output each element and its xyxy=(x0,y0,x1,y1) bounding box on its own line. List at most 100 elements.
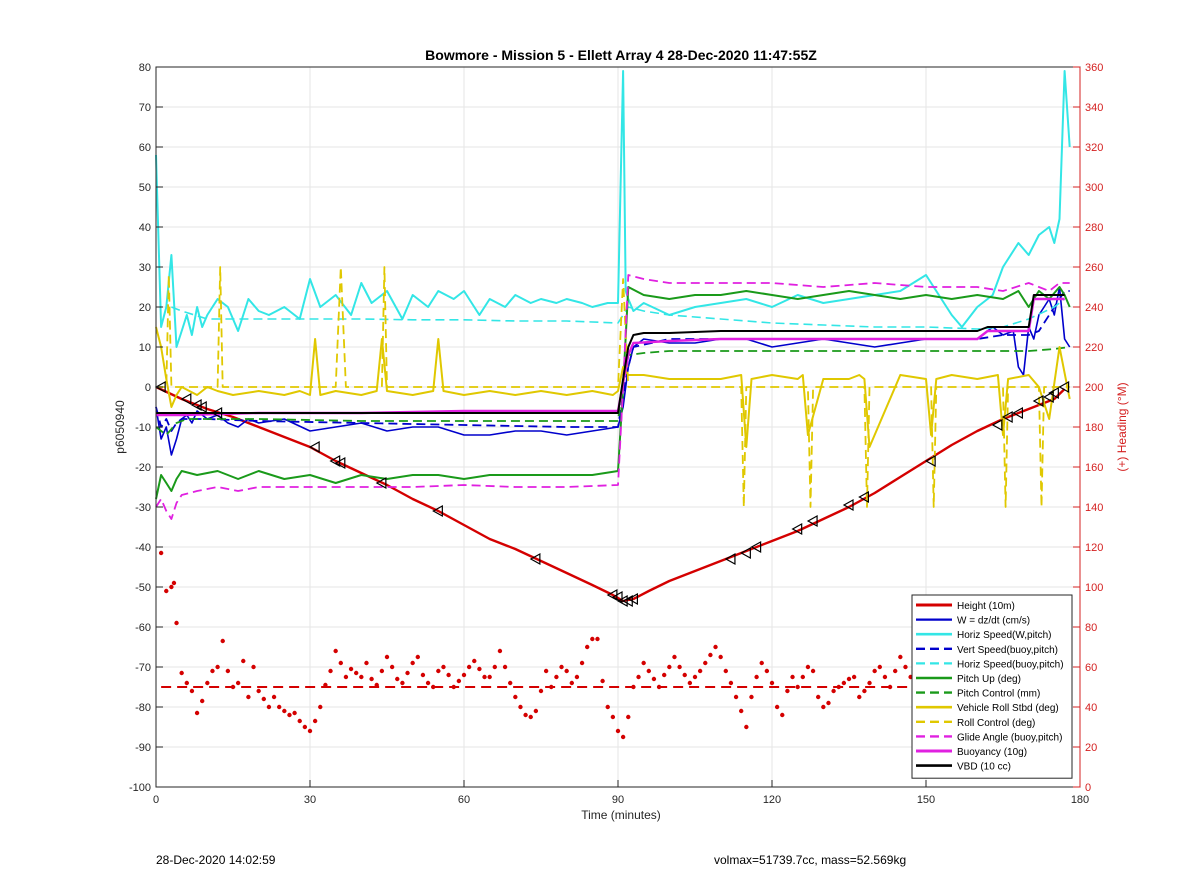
y2-axis-label: (+) Heading (°M) xyxy=(1115,382,1129,471)
heading-point xyxy=(626,714,631,720)
y-tick-label: -80 xyxy=(135,702,151,714)
heading-point xyxy=(389,664,395,670)
heading-point xyxy=(867,680,872,686)
waypoint-marker xyxy=(724,552,736,566)
legend-label-4: Horiz Speed(buoy,pitch) xyxy=(957,659,1064,670)
waypoint-marker xyxy=(308,440,320,454)
heading-point xyxy=(749,694,754,700)
waypoint-markers xyxy=(154,380,1070,608)
heading-point xyxy=(497,648,503,654)
waypoint-marker xyxy=(611,590,623,604)
heading-point xyxy=(466,664,472,670)
heading-point xyxy=(446,672,451,678)
heading-point xyxy=(585,644,590,650)
series-line-1 xyxy=(155,286,1071,456)
heading-point xyxy=(312,718,318,724)
heading-point xyxy=(323,682,328,688)
y2-tick-label: 260 xyxy=(1085,262,1103,274)
heading-point xyxy=(682,672,687,678)
heading-point xyxy=(333,648,338,654)
series-line-6 xyxy=(155,346,1070,436)
waypoint-marker xyxy=(750,540,762,554)
heading-point xyxy=(718,654,723,660)
heading-point xyxy=(677,664,682,670)
heading-point xyxy=(415,654,420,660)
heading-point xyxy=(754,674,759,680)
heading-point xyxy=(369,676,374,682)
heading-point xyxy=(461,672,467,678)
y-tick-label: 0 xyxy=(145,382,151,394)
heading-point xyxy=(641,660,646,666)
heading-point xyxy=(158,550,164,556)
heading-point xyxy=(508,680,513,686)
waypoint-marker xyxy=(1048,386,1059,400)
plot-series xyxy=(155,70,1071,603)
heading-point xyxy=(169,584,174,590)
heading-point xyxy=(831,688,836,694)
heading-point xyxy=(200,698,205,704)
heading-point xyxy=(277,704,282,710)
heading-point xyxy=(292,710,297,716)
heading-point xyxy=(410,660,415,666)
heading-point xyxy=(359,674,364,680)
heading-point xyxy=(246,694,251,700)
heading-point xyxy=(656,684,662,690)
waypoint-marker xyxy=(375,476,387,490)
legend-label-3: Vert Speed(buoy,pitch) xyxy=(957,645,1058,656)
heading-point xyxy=(790,674,795,680)
y-axis-ticks: -100-90-80-70-60-50-40-30-20-10010203040… xyxy=(129,62,163,794)
heading-point xyxy=(513,694,518,700)
y2-tick-label: 180 xyxy=(1085,422,1103,434)
heading-point xyxy=(826,700,831,706)
heading-point xyxy=(400,680,405,686)
legend-label-1: W = dz/dt (cm/s) xyxy=(957,616,1030,627)
heading-point xyxy=(564,668,569,674)
heading-point xyxy=(205,680,210,686)
heading-point xyxy=(523,712,528,718)
heading-point xyxy=(184,680,189,686)
heading-point xyxy=(554,674,559,680)
x-tick-label: 30 xyxy=(304,794,316,806)
legend-label-2: Horiz Speed(W,pitch) xyxy=(957,630,1051,641)
heading-point xyxy=(590,636,595,642)
heading-point xyxy=(395,676,400,682)
heading-point xyxy=(171,580,177,586)
heading-point xyxy=(266,704,272,710)
heading-point xyxy=(723,668,728,674)
x-tick-label: 90 xyxy=(612,794,624,806)
y2-tick-label: 20 xyxy=(1085,742,1097,754)
heading-point xyxy=(795,684,800,690)
heading-point xyxy=(846,676,852,682)
heading-point xyxy=(805,664,811,670)
heading-point xyxy=(836,684,841,690)
heading-point xyxy=(502,664,508,670)
heading-point xyxy=(384,654,390,660)
y-tick-label: -100 xyxy=(129,782,151,794)
legend-label-9: Glide Angle (buoy,pitch) xyxy=(957,732,1062,743)
x-tick-label: 120 xyxy=(763,794,781,806)
heading-point xyxy=(862,688,867,694)
heading-point xyxy=(692,674,698,680)
heading-point xyxy=(672,654,677,660)
y-tick-label: 30 xyxy=(139,262,151,274)
waypoint-marker xyxy=(806,514,818,528)
heading-point xyxy=(338,660,343,666)
heading-point xyxy=(651,676,657,682)
heading-point xyxy=(518,704,523,710)
waypoint-marker xyxy=(180,392,192,406)
heading-point xyxy=(251,664,256,670)
y2-tick-label: 280 xyxy=(1085,222,1103,234)
heading-point xyxy=(220,638,225,644)
y-tick-label: -60 xyxy=(135,622,151,634)
waypoint-marker xyxy=(334,456,346,470)
waypoint-marker xyxy=(627,592,638,606)
y2-tick-label: 200 xyxy=(1085,382,1103,394)
x-tick-label: 150 xyxy=(917,794,935,806)
heading-point xyxy=(816,694,821,700)
heading-point xyxy=(472,658,477,664)
waypoint-marker xyxy=(1032,394,1044,408)
heading-point xyxy=(451,684,456,690)
heading-point xyxy=(379,668,385,674)
waypoint-marker xyxy=(1001,410,1013,424)
heading-point xyxy=(225,668,231,674)
